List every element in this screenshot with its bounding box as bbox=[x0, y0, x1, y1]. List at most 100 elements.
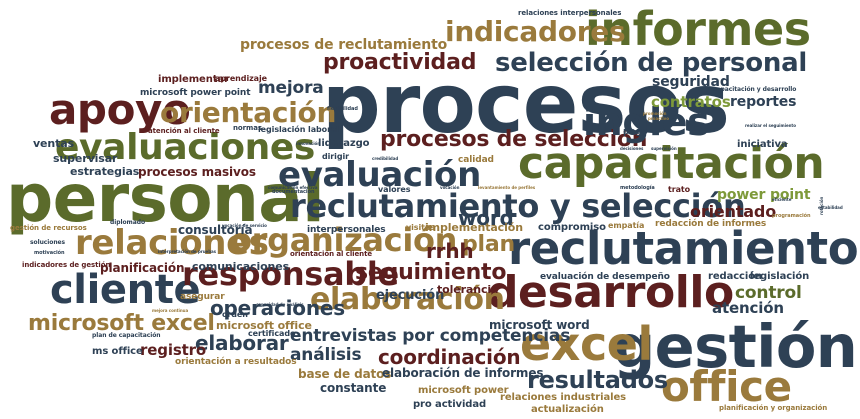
word-ingles: inglés bbox=[583, 100, 710, 144]
word-microsoft-excel: microsoft excel bbox=[28, 311, 215, 336]
word-relaciones: relaciones bbox=[75, 223, 269, 263]
word-indicadores-de-gestion: indicadores de gestión bbox=[22, 261, 111, 269]
word-evaluacion: evaluación bbox=[278, 155, 481, 195]
word-procesos: procesos bbox=[322, 57, 730, 152]
word-liderazgo: liderazgo bbox=[318, 138, 370, 149]
word-procesos-de-seleccion: procesos de selección bbox=[380, 127, 648, 152]
word-diplomado: diplomado bbox=[110, 219, 146, 226]
word-base-de-datos: base de datos bbox=[298, 367, 392, 381]
word-evaluaciones: evaluaciones bbox=[55, 127, 316, 168]
word-organizacion: organización bbox=[230, 221, 458, 259]
word-elaborar: elaborar bbox=[195, 331, 289, 355]
word-excel: excel bbox=[520, 317, 653, 371]
word-calidad: calidad bbox=[458, 155, 494, 165]
word-proactividad: proactividad bbox=[323, 50, 477, 75]
word-microsoft-power: microsoft power bbox=[418, 385, 509, 396]
word-elaboracion: elaboración bbox=[310, 282, 505, 317]
word-comunicacion-efectiva: comunicación efectiva bbox=[268, 185, 318, 190]
word-elaboracion-de-informes: elaboración de informes bbox=[382, 366, 544, 380]
word-microsoft-power-point: microsoft power point bbox=[140, 88, 251, 98]
word-promocion: promoción bbox=[643, 111, 667, 116]
word-proactivo: proactivo bbox=[648, 116, 669, 121]
word-ejecucion: ejecución bbox=[376, 288, 445, 303]
word-relaciones-interpersonales: relaciones interpersonales bbox=[518, 9, 622, 17]
word-resultados: resultados bbox=[527, 366, 668, 394]
word-iniciativa: iniciativa bbox=[737, 139, 788, 150]
word-gestion: gestión bbox=[613, 312, 858, 381]
word-seguridad: seguridad bbox=[652, 74, 730, 90]
word-compromiso: compromiso bbox=[538, 222, 606, 233]
word-actualizacion: actualización bbox=[531, 404, 604, 415]
word-realizar-el-seguimiento: realizar el seguimiento bbox=[745, 123, 797, 128]
word-legislacion-laboral: legislación laboral bbox=[258, 125, 339, 134]
word-planificacion-y-organizacion: planificación y organización bbox=[719, 404, 828, 412]
word-rrhh: rrhh bbox=[426, 239, 474, 263]
word-valores: valores bbox=[378, 185, 411, 194]
word-normas: normas bbox=[233, 124, 263, 132]
word-reclutamiento: reclutamiento bbox=[508, 222, 859, 275]
word-mejora-continua: mejora continua bbox=[152, 308, 189, 313]
word-soluciones: soluciones bbox=[30, 239, 66, 246]
word-implementar: implementar bbox=[158, 74, 229, 85]
word-estrategias: estrategias bbox=[70, 165, 140, 178]
word-coordinacion: coordinación bbox=[378, 345, 521, 369]
word-atencion-al-cliente: atención al cliente bbox=[148, 127, 220, 135]
word-interpersonales: interpersonales bbox=[307, 225, 386, 235]
word-constante: constante bbox=[320, 381, 387, 395]
word-office: office bbox=[661, 362, 792, 411]
word-flexibilidad: flexibilidad bbox=[327, 106, 358, 112]
word-capacidad-de-analisis: capacidad de análisis bbox=[256, 302, 304, 307]
word-reclutamiento-y-seleccion: reclutamiento y selección bbox=[290, 187, 746, 225]
word-redaccion: redacción bbox=[708, 271, 762, 282]
word-redaccion-de-informes: redacción de informes bbox=[655, 219, 767, 229]
word-gestion-de-recursos: gestión de recursos bbox=[10, 224, 87, 232]
word-vocacion: vocación bbox=[440, 185, 460, 190]
word-apoyo: apoyo bbox=[49, 85, 191, 134]
word-power-point: power point bbox=[717, 187, 811, 203]
word-documentacion: documentación bbox=[272, 189, 315, 195]
word-legislacion: legislación bbox=[750, 271, 810, 282]
word-orientacion-al-cliente: orientación al cliente bbox=[290, 250, 373, 258]
word-orientado: orientado bbox=[690, 202, 777, 221]
word-motivacion: motivación bbox=[34, 250, 65, 256]
word-programacion: programación bbox=[772, 213, 811, 219]
word-credibilidad: credibilidad bbox=[372, 156, 399, 161]
word-tolerancia: tolerancia bbox=[437, 283, 499, 296]
word-visitas: visitas bbox=[406, 223, 435, 232]
word-contratos: contratos bbox=[651, 93, 731, 111]
word-planificacion: planificación bbox=[100, 261, 185, 275]
word-ventas: ventas bbox=[33, 137, 75, 150]
word-word: word bbox=[458, 206, 514, 230]
word-relaciones-industriales: relaciones industriales bbox=[500, 392, 626, 403]
word-metodologia: metodología bbox=[620, 185, 655, 191]
word-comunicaciones: comunicaciones bbox=[192, 260, 290, 273]
word-reportes: reportes bbox=[730, 94, 797, 110]
word-trato: trato bbox=[668, 185, 691, 194]
word-desarrollo: desarrollo bbox=[487, 267, 734, 318]
word-registro: registro bbox=[140, 341, 207, 359]
word-innovacion: innovación bbox=[296, 141, 321, 146]
word-estabilidad: estabilidad bbox=[818, 205, 843, 210]
word-atencion: atención bbox=[712, 299, 784, 317]
word-ms-office: ms office bbox=[92, 346, 143, 357]
word-evaluacion-de-desempeno: evaluación de desempeño bbox=[540, 272, 670, 282]
word-interpretacion-de-pruebas: interpretación de pruebas bbox=[158, 249, 217, 254]
word-pro-actividad: pro actividad bbox=[413, 399, 487, 410]
word-plan-de-capacitacion: plan de capacitación bbox=[92, 332, 161, 339]
word-asegurar: asegurar bbox=[180, 292, 225, 302]
word-control: control bbox=[735, 283, 802, 303]
word-supervision: supervisión bbox=[651, 146, 677, 151]
word-empatia: empatía bbox=[608, 221, 645, 230]
word-microsoft-office: microsoft office bbox=[216, 319, 312, 332]
word-pago: pago bbox=[623, 127, 648, 137]
word-dirigir: dirigir bbox=[322, 152, 350, 161]
word-levantamiento-de-perfiles: levantamiento de perfiles bbox=[478, 185, 536, 190]
word-orientacion: orientación bbox=[160, 96, 337, 129]
word-supervisar: supervisar bbox=[53, 152, 118, 165]
word-procesos-de-reclutamiento: procesos de reclutamiento bbox=[240, 37, 448, 53]
word-operaciones: operaciones bbox=[210, 296, 345, 320]
word-aprendizaje: aprendizaje bbox=[215, 74, 268, 83]
word-implementacion: implementación bbox=[425, 221, 523, 234]
word-analisis: análisis bbox=[290, 345, 362, 365]
